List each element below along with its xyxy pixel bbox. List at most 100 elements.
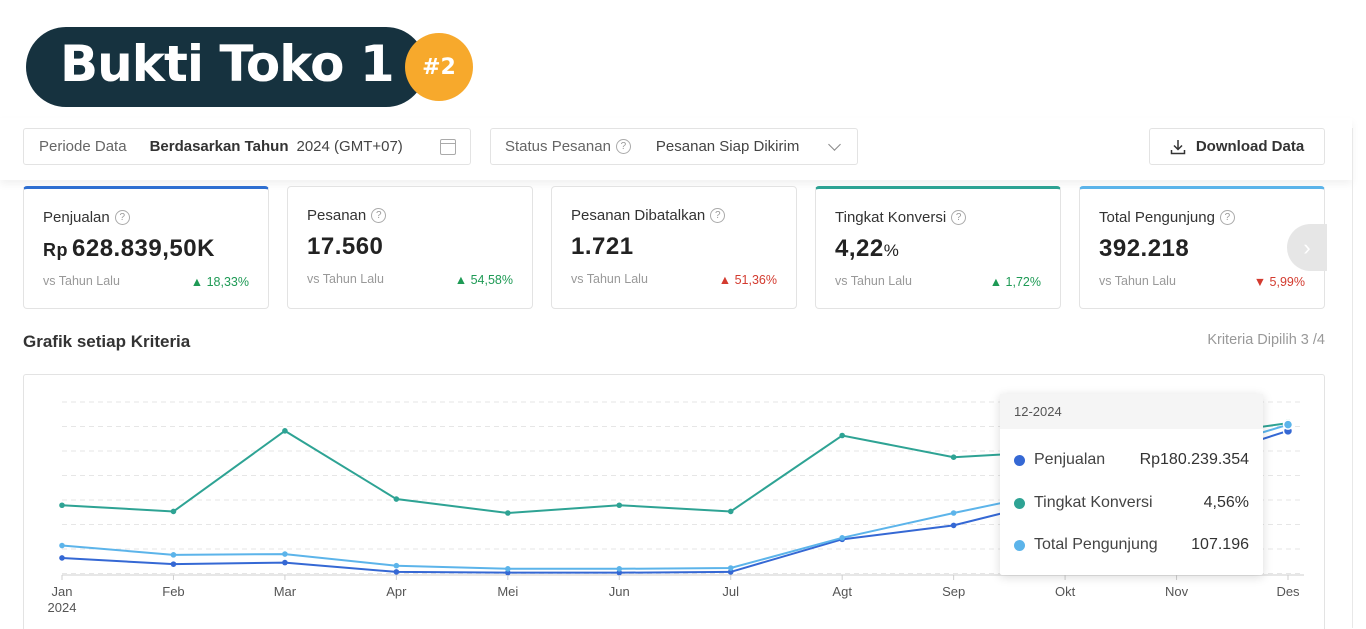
period-label: Periode Data — [39, 138, 127, 155]
x-tick-label: Apr — [386, 584, 407, 599]
data-point[interactable] — [505, 569, 511, 576]
card-label: Tingkat Konversi? — [835, 209, 967, 226]
help-icon: ? — [114, 210, 130, 225]
help-icon: ? — [951, 210, 967, 225]
panel-divider — [1352, 128, 1353, 628]
x-tick-label: Okt — [1055, 584, 1076, 599]
chart-tooltip: 12-2024 Penjualan Rp180.239.354 Tingkat … — [1000, 394, 1263, 575]
help-icon: ? — [371, 208, 387, 223]
data-point[interactable] — [282, 551, 288, 557]
data-point[interactable] — [727, 565, 734, 571]
criteria-count: Kriteria Dipilih 3 /4 — [1207, 332, 1325, 348]
card-change: ▲ 51,36% — [718, 273, 777, 287]
card-compare-label: vs Tahun Lalu — [835, 274, 912, 288]
data-point[interactable] — [393, 569, 400, 575]
card-compare-label: vs Tahun Lalu — [571, 272, 648, 286]
metric-card-pesanan-dibatalkan[interactable]: Pesanan Dibatalkan? 1.721 vs Tahun Lalu … — [551, 186, 797, 309]
card-label: Pesanan Dibatalkan? — [571, 207, 726, 224]
x-tick-label: Mar — [274, 584, 297, 599]
x-tick-label: Feb — [162, 584, 184, 599]
data-point[interactable] — [616, 569, 623, 576]
arrow-down-icon: ▼ — [1253, 275, 1267, 289]
chart-section-title: Grafik setiap Kriteria — [23, 332, 191, 351]
card-value: 1.721 — [571, 233, 634, 260]
data-point[interactable] — [839, 432, 845, 439]
status-value: Pesanan Siap Dikirim — [655, 138, 800, 155]
period-year: 2024 (GMT+07) — [296, 138, 403, 155]
next-cards-button[interactable]: › — [1287, 224, 1327, 271]
data-point[interactable] — [839, 535, 845, 541]
tooltip-period: 12-2024 — [1000, 394, 1263, 429]
card-compare-label: vs Tahun Lalu — [1099, 274, 1176, 288]
data-point[interactable] — [393, 496, 400, 502]
data-point[interactable] — [950, 522, 957, 529]
x-year-label: 2024 — [48, 600, 77, 615]
data-point[interactable] — [727, 569, 734, 575]
data-point[interactable] — [59, 542, 65, 549]
arrow-up-icon: ▲ — [989, 275, 1003, 289]
arrow-up-icon: ▲ — [454, 273, 468, 287]
card-compare-label: vs Tahun Lalu — [43, 274, 120, 288]
page-title: Bukti Toko 1 — [60, 35, 395, 93]
data-point[interactable] — [59, 555, 65, 561]
card-value: 392.218 — [1099, 235, 1190, 262]
filter-bar: Periode Data Berdasarkan Tahun 2024 (GMT… — [0, 118, 1352, 180]
data-point[interactable] — [170, 508, 177, 515]
legend-dot-icon — [1014, 454, 1025, 466]
legend-dot-icon — [1014, 497, 1025, 509]
data-point[interactable] — [282, 428, 288, 434]
data-point[interactable] — [950, 510, 957, 516]
title-banner — [26, 27, 426, 107]
data-point[interactable] — [616, 566, 623, 572]
x-tick-label: Jan — [52, 584, 73, 599]
title-badge: #2 — [405, 33, 473, 101]
legend-dot-icon — [1014, 539, 1025, 551]
data-point[interactable] — [616, 502, 623, 509]
metric-card-tingkat-konversi[interactable]: Tingkat Konversi? 4,22% vs Tahun Lalu ▲ … — [815, 186, 1061, 309]
data-point[interactable] — [727, 508, 734, 515]
arrow-up-icon: ▲ — [718, 273, 732, 287]
card-value: 4,22% — [835, 235, 900, 262]
download-data-button[interactable]: Download Data — [1149, 128, 1325, 165]
metric-card-pesanan[interactable]: Pesanan? 17.560 vs Tahun Lalu ▲ 54,58% — [287, 186, 533, 309]
chevron-right-icon: › — [1303, 234, 1311, 260]
data-point[interactable] — [59, 502, 65, 509]
x-tick-label: Nov — [1165, 584, 1189, 599]
chevron-down-icon[interactable] — [828, 138, 841, 151]
x-tick-label: Jul — [722, 584, 739, 599]
data-point[interactable] — [1282, 419, 1294, 430]
data-point[interactable] — [950, 454, 957, 460]
card-label: Pesanan? — [307, 207, 387, 224]
x-tick-label: Mei — [497, 584, 518, 599]
period-value: Berdasarkan Tahun — [149, 138, 289, 155]
metric-card-total-pengunjung[interactable]: Total Pengunjung? 392.218 vs Tahun Lalu … — [1079, 186, 1325, 309]
download-icon — [1170, 139, 1186, 154]
tooltip-row-penjualan: Penjualan Rp180.239.354 — [1014, 450, 1249, 470]
data-point[interactable] — [170, 561, 177, 567]
data-point[interactable] — [282, 559, 288, 566]
card-compare-label: vs Tahun Lalu — [307, 272, 384, 286]
card-label: Total Pengunjung? — [1099, 209, 1235, 226]
card-label: Penjualan? — [43, 209, 130, 226]
card-value: Rp 628.839,50K — [43, 235, 215, 262]
card-change: ▲ 54,58% — [454, 273, 513, 287]
card-change: ▲ 1,72% — [989, 275, 1041, 289]
data-point[interactable] — [170, 552, 177, 558]
help-icon: ? — [710, 208, 726, 223]
help-icon: ? — [615, 139, 631, 154]
data-point[interactable] — [505, 510, 511, 516]
status-filter[interactable]: Status Pesanan ? Pesanan Siap Dikirim — [490, 128, 858, 165]
tooltip-row-total-pengunjung: Total Pengunjung 107.196 — [1014, 535, 1249, 555]
data-point[interactable] — [393, 562, 400, 569]
download-label: Download Data — [1195, 138, 1305, 155]
x-tick-label: Agt — [832, 584, 852, 599]
card-change: ▲ 18,33% — [190, 275, 249, 289]
tooltip-row-tingkat-konversi: Tingkat Konversi 4,56% — [1014, 493, 1249, 513]
calendar-icon[interactable] — [440, 139, 456, 155]
x-tick-label: Sep — [942, 584, 965, 599]
period-filter[interactable]: Periode Data Berdasarkan Tahun 2024 (GMT… — [23, 128, 471, 165]
data-point[interactable] — [505, 566, 511, 572]
help-icon: ? — [1219, 210, 1235, 225]
metric-card-penjualan[interactable]: Penjualan? Rp 628.839,50K vs Tahun Lalu ▲… — [23, 186, 269, 309]
card-value: 17.560 — [307, 233, 384, 260]
